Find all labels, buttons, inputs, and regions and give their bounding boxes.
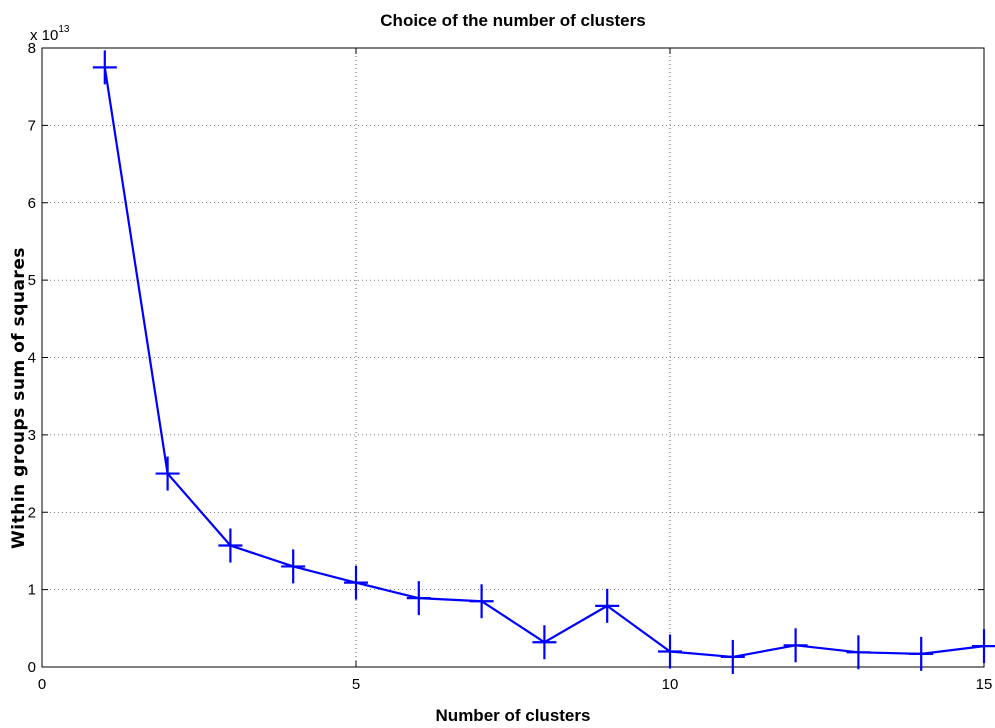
x-axis: 0 5 10 15	[38, 48, 993, 693]
data-point-marker	[469, 584, 494, 619]
x-tick-label: 15	[976, 676, 993, 693]
data-point-marker	[972, 629, 995, 664]
data-point-marker	[783, 628, 808, 663]
y-tick-label: 7	[28, 117, 36, 134]
data-point-marker	[406, 581, 431, 616]
y-multiplier: x 1013	[30, 24, 70, 44]
x-tick-label: 5	[352, 676, 360, 693]
y-tick-label: 5	[28, 272, 36, 289]
data-point-marker	[909, 636, 934, 671]
y-multiplier-exponent: 13	[58, 24, 70, 35]
y-tick-label: 6	[28, 195, 36, 212]
data-point-marker	[846, 635, 871, 670]
y-tick-label: 2	[28, 504, 36, 521]
data-point-marker	[344, 565, 368, 600]
y-axis-label: Within groups sum of squares	[9, 247, 29, 549]
data-point-marker	[720, 639, 745, 674]
series-group	[92, 50, 995, 674]
y-tick-label: 4	[28, 350, 36, 367]
data-point-marker	[281, 549, 306, 584]
data-point-marker	[595, 588, 620, 623]
grid-lines	[42, 48, 984, 667]
chart-title: Choice of the number of clusters	[380, 11, 645, 30]
data-point-marker	[658, 634, 682, 669]
data-point-marker	[218, 528, 243, 563]
x-tick-label: 0	[38, 676, 46, 693]
y-tick-label: 0	[28, 659, 36, 676]
y-tick-label: 8	[28, 40, 36, 57]
data-point-marker	[155, 456, 180, 491]
data-point-marker	[532, 625, 557, 660]
data-point-marker	[92, 50, 117, 85]
y-tick-label: 1	[28, 582, 36, 599]
x-tick-label: 10	[662, 676, 679, 693]
y-axis: 0 1 2 3 4 5 6 7 8	[28, 40, 984, 676]
y-tick-label: 3	[28, 427, 36, 444]
x-axis-label: Number of clusters	[436, 706, 591, 725]
series-line	[103, 67, 985, 659]
y-multiplier-base: x 10	[30, 27, 58, 44]
